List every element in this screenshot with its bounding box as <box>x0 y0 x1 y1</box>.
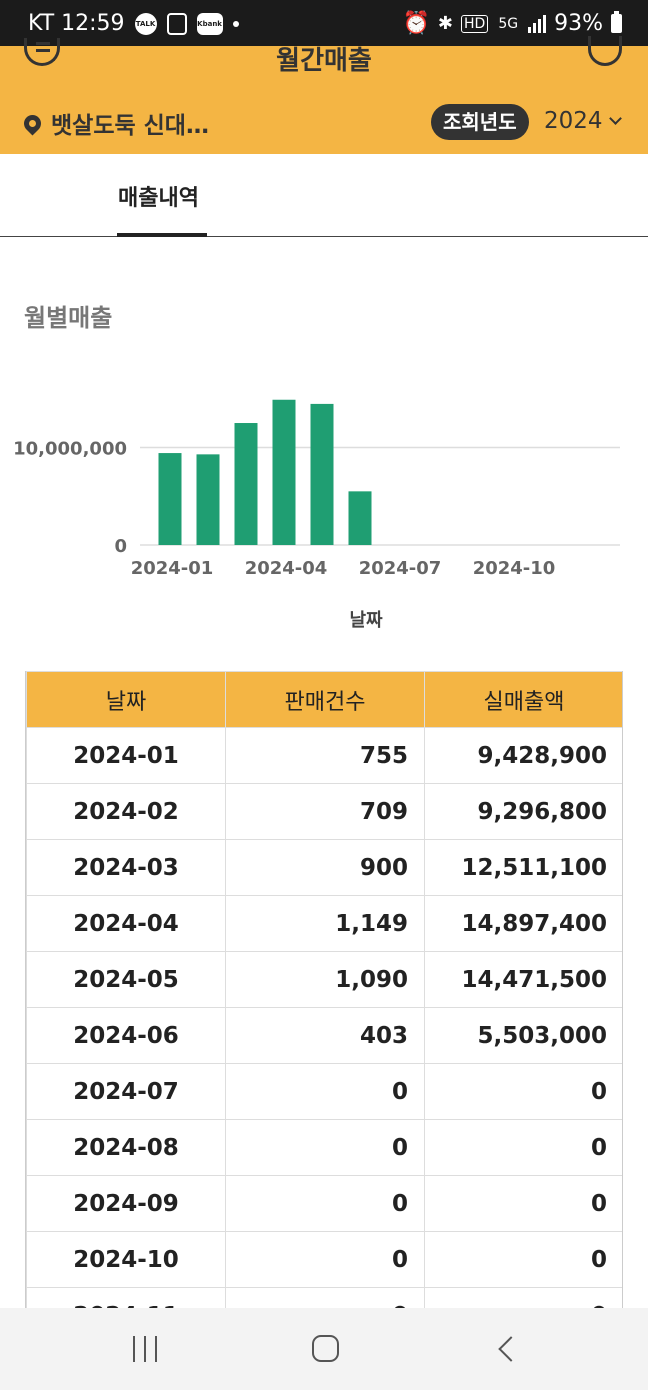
cell-date: 2024-02 <box>26 783 226 840</box>
cell-count: 0 <box>225 1287 425 1311</box>
cell-sales: 9,428,900 <box>424 727 622 784</box>
talk-icon: TALK <box>134 12 157 35</box>
chart-x-tick-label: 2024-04 <box>245 558 328 579</box>
cell-sales: 14,471,500 <box>424 951 622 1008</box>
sales-table: 날짜 판매건수 실매출액 2024-01 755 9,428,900 2024-02… <box>25 671 623 1311</box>
column-header-sales[interactable]: 실매출액 <box>424 671 622 728</box>
cell-sales: 14,897,400 <box>424 895 622 952</box>
network-icon: 5G <box>498 15 519 32</box>
chart-x-axis-label: 날짜 <box>349 610 383 631</box>
cell-count: 0 <box>225 1231 425 1288</box>
menu-icon[interactable] <box>24 38 60 66</box>
j-icon <box>166 12 187 35</box>
table-row: 2024-09 0 0 <box>26 1175 622 1232</box>
signal-icon <box>528 14 547 33</box>
cell-count: 0 <box>225 1175 425 1232</box>
cell-sales: 0 <box>424 1119 622 1176</box>
cell-sales: 0 <box>424 1287 622 1311</box>
chart-bar <box>348 491 372 545</box>
chart-bar <box>272 399 296 545</box>
cell-date: 2024-07 <box>26 1063 226 1120</box>
chart-bar <box>310 403 334 545</box>
year-value: 2024 <box>544 108 603 134</box>
tab-sales-history[interactable]: 매출내역 <box>118 186 199 211</box>
cell-date: 2024-01 <box>26 727 226 784</box>
year-query-button[interactable]: 조회년도 <box>431 104 529 140</box>
chart-bar <box>158 453 182 545</box>
table-row: 2024-03 900 12,511,100 <box>26 839 622 896</box>
battery-level: 93% <box>554 11 603 36</box>
store-selector[interactable]: 뱃살도둑 신대… <box>20 106 209 140</box>
cell-count: 755 <box>225 727 425 784</box>
cell-date: 2024-03 <box>26 839 226 896</box>
cell-date: 2024-06 <box>26 1007 226 1064</box>
cell-date: 2024-09 <box>26 1175 226 1232</box>
bluetooth-icon: ✱ <box>437 13 454 34</box>
monthly-sales-chart: 0 10,000,000 2024-01 2024-04 2024-07 2024-10 날… <box>13 399 620 631</box>
chart-x-tick-label: 2024-10 <box>473 558 556 579</box>
table-row: 2024-01 755 9,428,900 <box>26 727 622 784</box>
store-name: 뱃살도둑 신대… <box>51 113 209 139</box>
chart-y-tick-label: 10,000,000 <box>13 439 127 460</box>
location-pin-icon <box>20 110 45 136</box>
app-header: 월간매출 뱃살도둑 신대… 조회년도 2024 <box>0 36 648 154</box>
cell-sales: 0 <box>424 1063 622 1120</box>
cell-date: 2024-08 <box>26 1119 226 1176</box>
cell-sales: 12,511,100 <box>424 839 622 896</box>
cell-sales: 0 <box>424 1231 622 1288</box>
carrier-time: KT 12:59 <box>28 11 125 36</box>
table-row: 2024-02 709 9,296,800 <box>26 783 622 840</box>
cell-count: 1,090 <box>225 951 425 1008</box>
table-row: 2024-08 0 0 <box>26 1119 622 1176</box>
cell-date: 2024-04 <box>26 895 226 952</box>
year-dropdown[interactable]: 2024 <box>544 108 622 134</box>
cell-count: 1,149 <box>225 895 425 952</box>
column-header-count[interactable]: 판매건수 <box>225 671 425 728</box>
cell-count: 403 <box>225 1007 425 1064</box>
cell-count: 709 <box>225 783 425 840</box>
recent-apps-icon[interactable] <box>131 1336 159 1362</box>
refresh-icon[interactable] <box>588 36 622 66</box>
alarm-icon: ⏰ <box>402 11 430 36</box>
notification-dot-icon <box>232 20 239 27</box>
cell-sales: 0 <box>424 1175 622 1232</box>
column-header-date[interactable]: 날짜 <box>26 671 226 728</box>
kbank-icon: Kbank <box>196 12 223 35</box>
table-row: 2024-04 1,149 14,897,400 <box>26 895 622 952</box>
table-header-row: 날짜 판매건수 실매출액 <box>26 671 622 728</box>
cell-sales: 5,503,000 <box>424 1007 622 1064</box>
cell-date: 2024-05 <box>26 951 226 1008</box>
cell-count: 0 <box>225 1119 425 1176</box>
system-nav-bar <box>0 1308 648 1390</box>
cell-date: 2024-11 <box>26 1287 226 1311</box>
status-bar: KT 12:59 TALK Kbank ⏰ ✱ HD 5G 93% <box>0 0 648 46</box>
cell-count: 0 <box>225 1063 425 1120</box>
hd-icon: HD <box>461 14 489 33</box>
cell-count: 900 <box>225 839 425 896</box>
table-row: 2024-10 0 0 <box>26 1231 622 1288</box>
tab-active-indicator <box>117 233 207 237</box>
chevron-down-icon <box>608 111 622 125</box>
table-row: 2024-07 0 0 <box>26 1063 622 1120</box>
table-row: 2024-05 1,090 14,471,500 <box>26 951 622 1008</box>
chart-y-tick-label: 0 <box>114 536 127 557</box>
cell-sales: 9,296,800 <box>424 783 622 840</box>
chart-bar <box>234 423 258 545</box>
chart-x-tick-label: 2024-07 <box>359 558 442 579</box>
back-icon[interactable] <box>498 1336 524 1362</box>
page-title: 월간매출 <box>276 46 372 76</box>
cell-date: 2024-10 <box>26 1231 226 1288</box>
chart-x-tick-label: 2024-01 <box>131 558 214 579</box>
home-icon[interactable] <box>312 1335 339 1362</box>
tab-bar: 매출내역 <box>0 154 648 237</box>
chart-bar <box>196 454 220 545</box>
table-row: 2024-1100 <box>26 1287 622 1311</box>
table-row: 2024-06 403 5,503,000 <box>26 1007 622 1064</box>
battery-icon <box>611 11 622 33</box>
chart-section-title: 월별매출 <box>24 304 113 332</box>
